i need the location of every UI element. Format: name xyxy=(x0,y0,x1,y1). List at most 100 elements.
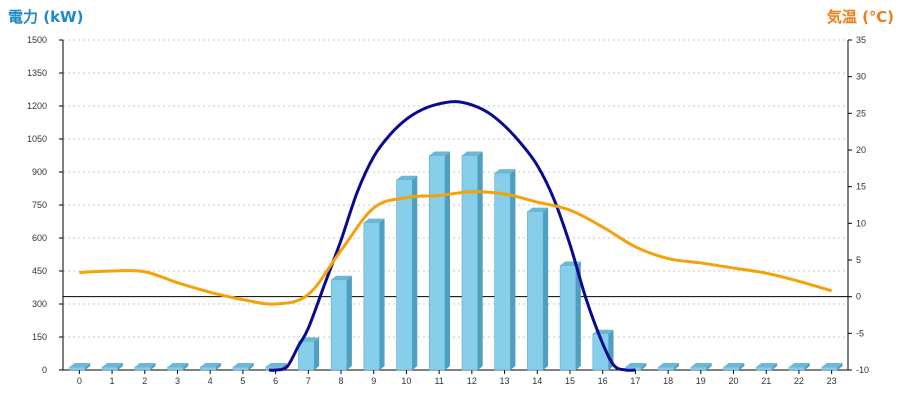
x-tick-label: 5 xyxy=(240,376,245,386)
bar-side xyxy=(510,169,516,370)
x-tick-label: 14 xyxy=(532,376,542,386)
bar xyxy=(461,151,483,371)
left-tick-label: 1200 xyxy=(27,101,47,111)
right-tick-label: 25 xyxy=(856,108,866,118)
bar xyxy=(200,363,222,371)
x-tick-label: 19 xyxy=(696,376,706,386)
x-tick-label: 2 xyxy=(142,376,147,386)
bar-front xyxy=(657,366,675,371)
right-axis-title: 気温 (℃) xyxy=(826,8,894,26)
temperature-line xyxy=(79,190,833,306)
bar xyxy=(494,169,516,371)
bar-side xyxy=(739,363,745,370)
bar-front xyxy=(428,155,446,371)
x-tick-label: 7 xyxy=(306,376,311,386)
bar-front xyxy=(821,366,838,371)
right-tick-label: 0 xyxy=(856,292,861,302)
bar-front xyxy=(232,366,250,371)
bar-top xyxy=(658,363,679,367)
x-tick-label: 9 xyxy=(371,376,376,386)
x-tick-label: 21 xyxy=(761,376,771,386)
bar-side xyxy=(346,275,352,370)
x-tick-label: 23 xyxy=(827,376,837,386)
bar-side xyxy=(412,175,418,370)
bar-front xyxy=(527,211,544,371)
x-tick-label: 4 xyxy=(208,376,213,386)
bar-front xyxy=(298,341,315,371)
x-tick-label: 18 xyxy=(663,376,673,386)
bar-front xyxy=(494,172,511,371)
bar-side xyxy=(183,363,189,370)
bar xyxy=(559,261,581,371)
bar-front xyxy=(363,222,380,371)
bar xyxy=(330,275,352,371)
bar-top xyxy=(690,363,712,367)
left-tick-label: 900 xyxy=(32,167,47,177)
bar-top xyxy=(756,363,778,367)
bar-front xyxy=(723,366,740,371)
left-tick-label: 300 xyxy=(32,299,47,309)
x-tick-label: 15 xyxy=(565,376,575,386)
left-tick-label: 1500 xyxy=(27,35,47,45)
bar-front xyxy=(690,366,707,371)
x-tick-label: 11 xyxy=(434,376,443,386)
bar-top xyxy=(625,363,647,367)
bar xyxy=(396,175,418,371)
x-tick-label: 22 xyxy=(794,376,804,386)
left-tick-label: 150 xyxy=(32,332,47,342)
bar-top xyxy=(331,275,352,280)
bar-side xyxy=(216,363,222,370)
right-tick-label: 5 xyxy=(856,255,861,265)
bar-front xyxy=(200,366,217,371)
power-line xyxy=(268,100,636,372)
bar-front xyxy=(396,179,413,371)
bar-side xyxy=(543,207,549,370)
bar-top xyxy=(102,363,123,367)
bar xyxy=(657,363,679,371)
bar xyxy=(167,363,189,371)
bar-side xyxy=(837,363,843,370)
left-tick-label: 750 xyxy=(32,200,47,210)
bar xyxy=(821,363,843,371)
bar-side xyxy=(85,363,91,370)
bar-side xyxy=(641,363,647,370)
bar xyxy=(69,363,91,371)
x-tick-label: 6 xyxy=(273,376,278,386)
bar xyxy=(756,363,778,371)
bar-top xyxy=(821,363,843,367)
left-tick-label: 450 xyxy=(32,266,47,276)
bar-side xyxy=(150,363,156,370)
left-tick-label: 1050 xyxy=(27,134,47,144)
bar-side xyxy=(804,363,810,370)
bar xyxy=(690,363,712,371)
bar-top xyxy=(527,207,549,212)
bar xyxy=(232,363,254,371)
x-tick-label: 12 xyxy=(467,376,477,386)
bar-top xyxy=(429,151,450,156)
bar-top xyxy=(462,151,483,156)
right-tick-label: 20 xyxy=(856,145,866,155)
bar-front xyxy=(756,366,773,371)
bar-top xyxy=(69,363,91,367)
right-tick-label: 35 xyxy=(856,35,866,45)
bar xyxy=(527,207,549,371)
bar-top xyxy=(789,363,810,367)
x-tick-label: 1 xyxy=(110,376,115,386)
bar-front xyxy=(101,366,119,371)
bar-top xyxy=(363,218,385,223)
bar xyxy=(592,329,614,371)
bar-side xyxy=(575,261,581,370)
bar-top xyxy=(233,363,254,367)
x-tick-label: 13 xyxy=(500,376,510,386)
bar-front xyxy=(167,366,184,371)
bar-top xyxy=(723,363,745,367)
right-tick-label: -10 xyxy=(856,365,869,375)
bar-top xyxy=(167,363,189,367)
right-tick-label: 30 xyxy=(856,72,866,82)
right-tick-label: 15 xyxy=(856,182,866,192)
bar-side xyxy=(477,151,483,370)
bar-front xyxy=(330,279,348,371)
x-tick-label: 0 xyxy=(77,376,82,386)
